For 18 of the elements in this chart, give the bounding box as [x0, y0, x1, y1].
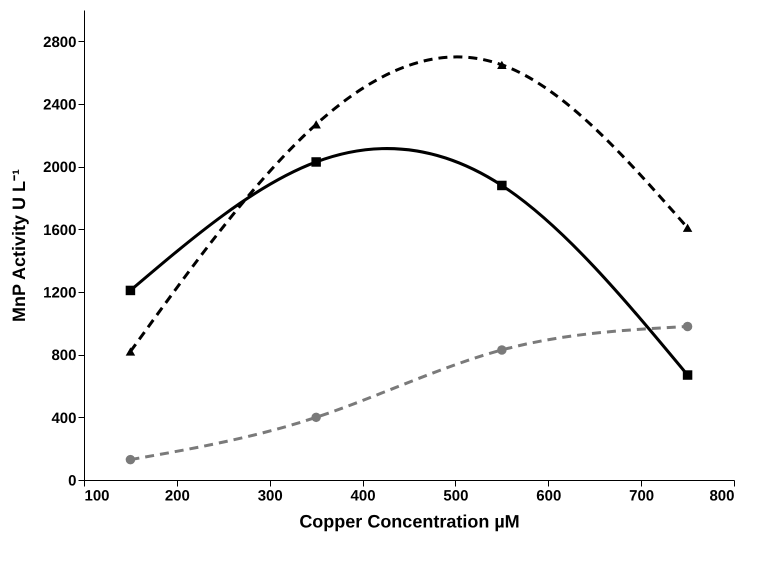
- x-tick-label: 100: [84, 488, 110, 504]
- y-tick-label: 800: [51, 347, 76, 364]
- x-tick-label: 800: [709, 488, 734, 504]
- x-tick-label: 300: [258, 488, 283, 504]
- y-tick-label: 2800: [43, 34, 76, 51]
- y-tick-label: 400: [51, 410, 76, 427]
- x-tick-label: 500: [443, 488, 468, 504]
- x-tick-label: 700: [629, 488, 654, 504]
- y-tick-label: 0: [68, 472, 76, 490]
- x-tick-label: 600: [536, 488, 562, 504]
- y-tick-label: 1600: [43, 222, 76, 239]
- y-axis-title: MnP Activity U L⁻¹: [9, 168, 30, 322]
- x-axis-title: Copper Concentration µM: [299, 512, 520, 532]
- x-tick-label: 200: [164, 488, 190, 504]
- y-tick-label: 1200: [43, 284, 76, 302]
- x-tick-label: 400: [350, 488, 376, 504]
- y-tick-label: 2400: [43, 96, 76, 114]
- y-tick-label: 2000: [43, 159, 76, 176]
